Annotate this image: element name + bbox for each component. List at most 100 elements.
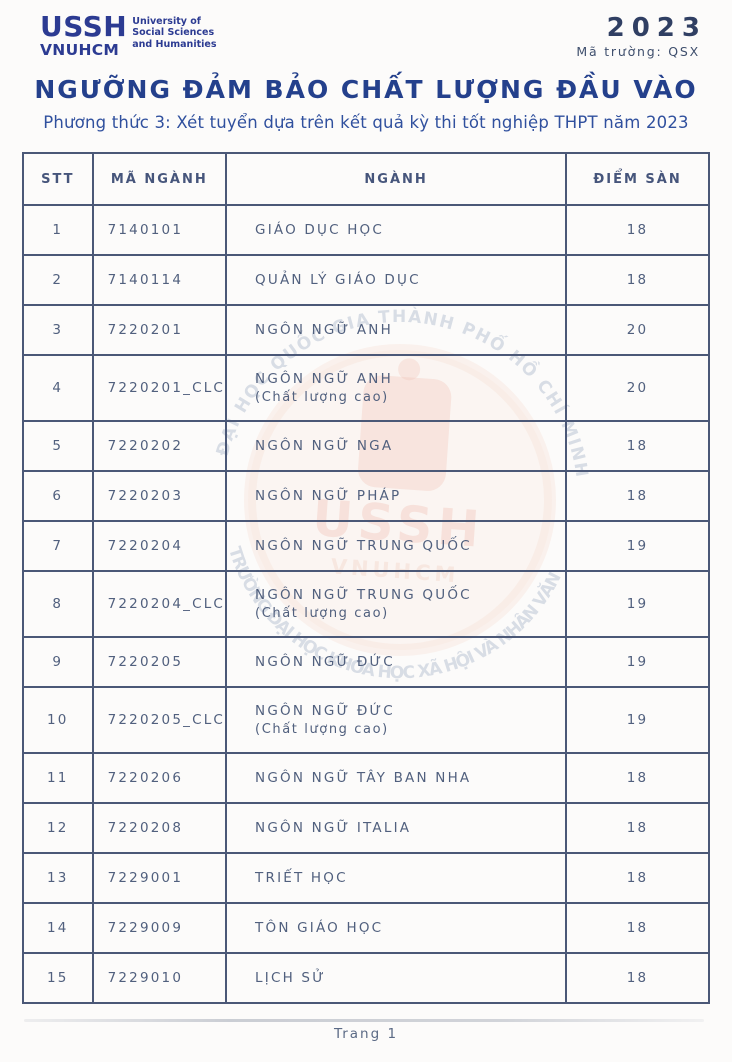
cell-major-name: NGÔN NGỮ ANH (Chất lượng cao) [225, 354, 568, 422]
cell-stt: 11 [22, 752, 94, 804]
cell-major-name: TÔN GIÁO HỌC [225, 902, 568, 954]
logo-tagline-line: and Humanities [132, 38, 217, 50]
cell-major-name: NGÔN NGỮ NGA [225, 420, 568, 472]
logo-acronym: USSH [40, 10, 128, 43]
cell-floor-score: 20 [565, 304, 710, 356]
scan-shadow-line [24, 1019, 704, 1022]
major-name: TRIẾT HỌC [255, 870, 348, 886]
column-header-nganh: NGÀNH [225, 152, 568, 206]
major-name: NGÔN NGỮ ITALIA [255, 820, 412, 836]
table-row: 13 7229001 TRIẾT HỌC 18 [22, 852, 710, 904]
major-note: (Chất lượng cao) [255, 606, 389, 621]
cell-floor-score: 20 [565, 354, 710, 422]
cell-stt: 3 [22, 304, 94, 356]
cell-major-code: 7140114 [91, 254, 228, 306]
cell-floor-score: 18 [565, 204, 710, 256]
cell-floor-score: 18 [565, 420, 710, 472]
table-row: 3 7220201 NGÔN NGỮ ANH 20 [22, 304, 710, 356]
table-row: 5 7220202 NGÔN NGỮ NGA 18 [22, 420, 710, 472]
cell-major-name: TRIẾT HỌC [225, 852, 568, 904]
cell-stt: 9 [22, 636, 94, 688]
major-note: (Chất lượng cao) [255, 390, 389, 405]
table-row: 1 7140101 GIÁO DỤC HỌC 18 [22, 204, 710, 256]
major-name: LỊCH SỬ [255, 970, 326, 986]
school-code-label: Mã trường: QSX [576, 44, 700, 59]
cell-floor-score: 19 [565, 636, 710, 688]
major-name: NGÔN NGỮ ĐỨC [255, 703, 395, 719]
cell-floor-score: 19 [565, 520, 710, 572]
cell-stt: 8 [22, 570, 94, 638]
table-row: 2 7140114 QUẢN LÝ GIÁO DỤC 18 [22, 254, 710, 306]
table-row: 8 7220204_CLC NGÔN NGỮ TRUNG QUỐC (Chất … [22, 570, 710, 638]
major-name: NGÔN NGỮ TÂY BAN NHA [255, 770, 472, 786]
logo-tagline-line: University of [132, 16, 201, 27]
cell-stt: 2 [22, 254, 94, 306]
cell-major-code: 7220204_CLC [91, 570, 228, 638]
cell-major-code: 7220204 [91, 520, 228, 572]
cell-major-code: 7220205_CLC [91, 686, 228, 754]
cell-major-name: NGÔN NGỮ TÂY BAN NHA [225, 752, 568, 804]
page-title: NGƯỠNG ĐẢM BẢO CHẤT LƯỢNG ĐẦU VÀO [34, 75, 698, 104]
cell-floor-score: 18 [565, 802, 710, 854]
major-name: NGÔN NGỮ PHÁP [255, 488, 402, 504]
cell-stt: 1 [22, 204, 94, 256]
major-name: NGÔN NGỮ ANH [255, 371, 393, 387]
major-name: GIÁO DỤC HỌC [255, 222, 385, 238]
cell-major-name: GIÁO DỤC HỌC [225, 204, 568, 256]
cell-stt: 5 [22, 420, 94, 472]
cell-floor-score: 18 [565, 852, 710, 904]
table-row: 11 7220206 NGÔN NGỮ TÂY BAN NHA 18 [22, 752, 710, 804]
major-name: NGÔN NGỮ TRUNG QUỐC [255, 538, 472, 554]
page-header: USSH VNUHCM University of Social Science… [0, 0, 732, 60]
table-row: 4 7220201_CLC NGÔN NGỮ ANH (Chất lượng c… [22, 354, 710, 422]
ussh-logo: USSH VNUHCM University of Social Science… [40, 13, 216, 59]
table-header: STT MÃ NGÀNH NGÀNH ĐIỂM SÀN [22, 152, 710, 206]
cell-floor-score: 18 [565, 952, 710, 1004]
major-name: NGÔN NGỮ ĐỨC [255, 654, 395, 670]
cell-major-name: QUẢN LÝ GIÁO DỤC [225, 254, 568, 306]
cell-floor-score: 18 [565, 254, 710, 306]
logo-main-text: USSH VNUHCM [40, 13, 127, 59]
column-header-ma-nganh: MÃ NGÀNH [91, 152, 228, 206]
cell-major-name: NGÔN NGỮ ĐỨC (Chất lượng cao) [225, 686, 568, 754]
cell-major-code: 7220201_CLC [91, 354, 228, 422]
cell-major-code: 7220201 [91, 304, 228, 356]
major-name: NGÔN NGỮ NGA [255, 438, 394, 454]
cell-major-name: NGÔN NGỮ TRUNG QUỐC (Chất lượng cao) [225, 570, 568, 638]
table-row: 9 7220205 NGÔN NGỮ ĐỨC 19 [22, 636, 710, 688]
cell-stt: 15 [22, 952, 94, 1004]
table-row: 6 7220203 NGÔN NGỮ PHÁP 18 [22, 470, 710, 522]
cell-major-name: NGÔN NGỮ ITALIA [225, 802, 568, 854]
logo-tagline: University of Social Sciences and Humani… [132, 13, 216, 59]
cell-stt: 12 [22, 802, 94, 854]
admission-score-table: STT MÃ NGÀNH NGÀNH ĐIỂM SÀN 1 7140101 GI… [22, 152, 710, 1004]
cell-major-code: 7229001 [91, 852, 228, 904]
cell-major-name: LỊCH SỬ [225, 952, 568, 1004]
column-header-stt: STT [22, 152, 94, 206]
cell-floor-score: 19 [565, 570, 710, 638]
table-row: 10 7220205_CLC NGÔN NGỮ ĐỨC (Chất lượng … [22, 686, 710, 754]
cell-stt: 4 [22, 354, 94, 422]
cell-major-name: NGÔN NGỮ PHÁP [225, 470, 568, 522]
table-header-row: STT MÃ NGÀNH NGÀNH ĐIỂM SÀN [22, 152, 710, 206]
column-header-diem-san: ĐIỂM SÀN [565, 152, 710, 206]
cell-major-code: 7220206 [91, 752, 228, 804]
cell-stt: 7 [22, 520, 94, 572]
page-number: Trang 1 [333, 1026, 399, 1042]
cell-stt: 13 [22, 852, 94, 904]
table-row: 15 7229010 LỊCH SỬ 18 [22, 952, 710, 1004]
cell-floor-score: 18 [565, 752, 710, 804]
cell-major-name: NGÔN NGỮ TRUNG QUỐC [225, 520, 568, 572]
cell-stt: 10 [22, 686, 94, 754]
major-name: NGÔN NGỮ TRUNG QUỐC [255, 587, 472, 603]
cell-floor-score: 18 [565, 470, 710, 522]
cell-stt: 6 [22, 470, 94, 522]
cell-floor-score: 18 [565, 902, 710, 954]
table-row: 12 7220208 NGÔN NGỮ ITALIA 18 [22, 802, 710, 854]
page-subtitle: Phương thức 3: Xét tuyển dựa trên kết qu… [43, 113, 689, 132]
cell-major-code: 7220208 [91, 802, 228, 854]
cell-major-code: 7229009 [91, 902, 228, 954]
cell-major-name: NGÔN NGỮ ANH [225, 304, 568, 356]
major-name: NGÔN NGỮ ANH [255, 322, 393, 338]
